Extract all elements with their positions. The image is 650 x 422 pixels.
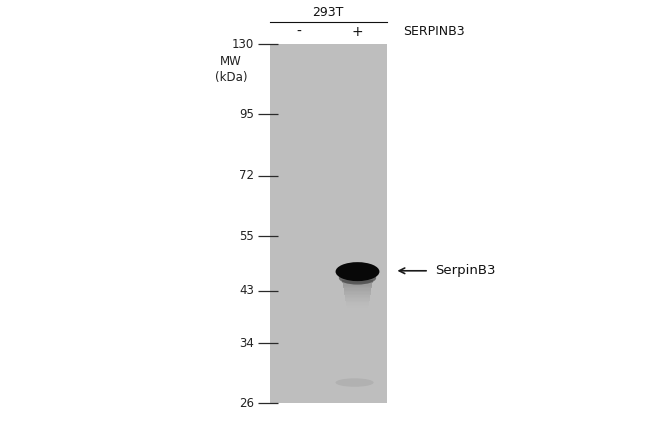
Text: SERPINB3: SERPINB3	[403, 25, 465, 38]
Text: 293T: 293T	[313, 6, 344, 19]
Bar	[270, 44, 387, 403]
Text: -: -	[296, 24, 302, 39]
Ellipse shape	[339, 271, 376, 284]
Bar	[346, 306, 369, 308]
Bar	[344, 292, 370, 294]
Text: 95: 95	[239, 108, 254, 121]
Text: 130: 130	[232, 38, 254, 51]
Bar	[344, 289, 371, 291]
Bar	[343, 281, 372, 283]
Bar	[344, 295, 370, 297]
Ellipse shape	[335, 379, 374, 387]
Bar	[346, 303, 369, 305]
Bar	[344, 288, 371, 289]
Bar	[342, 280, 373, 281]
Bar	[346, 302, 369, 303]
Bar	[344, 291, 371, 292]
Bar	[343, 287, 372, 288]
Bar	[346, 300, 369, 302]
Text: +: +	[352, 24, 363, 39]
Text: 55: 55	[239, 230, 254, 243]
Text: MW: MW	[220, 54, 242, 68]
Bar	[343, 283, 372, 284]
Text: 34: 34	[239, 337, 254, 350]
Text: 26: 26	[239, 397, 254, 409]
Ellipse shape	[335, 262, 380, 281]
Text: 43: 43	[239, 284, 254, 298]
Bar	[345, 298, 370, 299]
Bar	[343, 284, 372, 286]
Text: (kDa): (kDa)	[214, 71, 247, 84]
Bar	[345, 297, 370, 298]
Bar	[346, 305, 369, 306]
Bar	[345, 299, 370, 300]
Bar	[343, 286, 372, 287]
Text: 72: 72	[239, 170, 254, 182]
Text: SerpinB3: SerpinB3	[436, 264, 496, 277]
Bar	[344, 294, 370, 295]
